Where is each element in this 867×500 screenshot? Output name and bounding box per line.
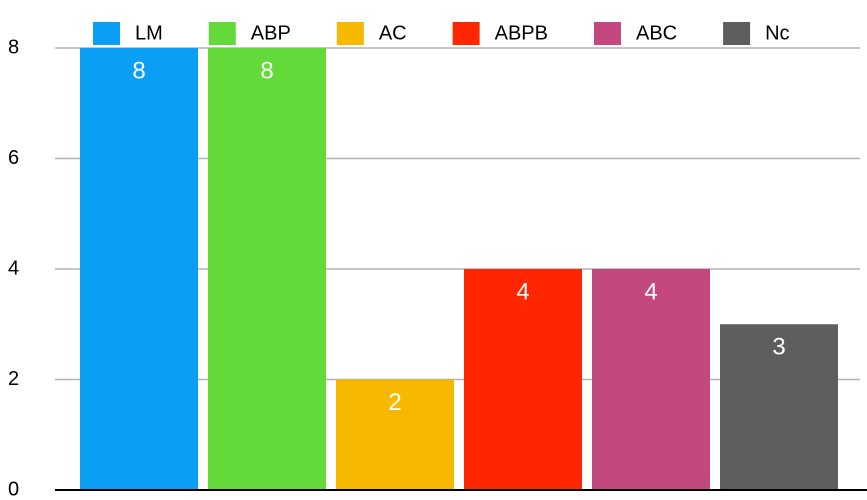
legend-label: ABC xyxy=(636,22,677,44)
legend-swatch xyxy=(336,22,364,45)
legend-swatch xyxy=(723,22,751,45)
legend-swatch xyxy=(593,22,621,45)
legend-label: Nc xyxy=(765,22,789,44)
legend-label: AC xyxy=(379,22,407,44)
bar xyxy=(464,269,582,490)
legend-swatch xyxy=(452,22,480,45)
data-label: 4 xyxy=(516,278,529,305)
bar xyxy=(80,48,198,490)
y-tick-label: 4 xyxy=(8,257,19,279)
y-tick-label: 2 xyxy=(8,368,19,390)
y-tick-label: 6 xyxy=(8,147,19,169)
data-label: 8 xyxy=(132,57,145,84)
y-tick-label: 8 xyxy=(8,36,19,58)
legend-label: ABP xyxy=(251,22,291,44)
bar xyxy=(592,269,710,490)
legend-label: ABPB xyxy=(495,22,548,44)
y-tick-label: 0 xyxy=(8,478,19,500)
bar xyxy=(208,48,326,490)
data-label: 3 xyxy=(772,334,785,361)
legend-label: LM xyxy=(135,22,163,44)
data-label: 2 xyxy=(388,389,401,416)
legend-swatch xyxy=(93,22,120,45)
bar xyxy=(720,324,838,490)
data-label: 8 xyxy=(260,57,273,84)
data-label: 4 xyxy=(644,278,657,305)
legend-swatch xyxy=(208,22,236,45)
bar xyxy=(336,379,454,490)
